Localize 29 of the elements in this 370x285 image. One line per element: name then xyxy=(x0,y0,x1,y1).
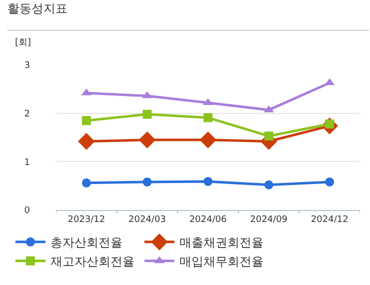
x-tick-label: 2024/03 xyxy=(128,214,166,225)
point xyxy=(264,132,274,141)
x-tick-label: 2024/09 xyxy=(250,214,288,225)
point xyxy=(204,113,212,122)
y-tick-label: 2 xyxy=(24,109,30,120)
x-tick-label: 2023/12 xyxy=(68,214,106,225)
y-tick-label: 1 xyxy=(24,158,30,168)
x-tick-label: 2024/12 xyxy=(310,214,348,225)
y-axis-title: [회] xyxy=(15,38,32,48)
point xyxy=(264,180,274,190)
point xyxy=(200,131,216,148)
legend-label: 매출채권회전율 xyxy=(179,236,264,250)
point xyxy=(78,132,95,150)
point xyxy=(204,176,212,186)
point xyxy=(82,178,91,188)
legend-label: 매입채무회전율 xyxy=(179,254,264,269)
y-tick-label: 3 xyxy=(24,61,30,72)
point xyxy=(138,131,156,148)
point xyxy=(325,177,334,186)
legend-label: 재고자산회전율 xyxy=(50,254,134,269)
point xyxy=(264,105,274,112)
point xyxy=(142,110,152,119)
point xyxy=(142,91,152,98)
point xyxy=(82,116,91,126)
point xyxy=(142,177,152,186)
x-tick-label: 2024/06 xyxy=(189,214,227,225)
legend-label: 총자산회전율 xyxy=(50,236,122,250)
chart-title: 활동성지표 xyxy=(7,2,68,16)
y-tick-label: 0 xyxy=(24,206,30,216)
